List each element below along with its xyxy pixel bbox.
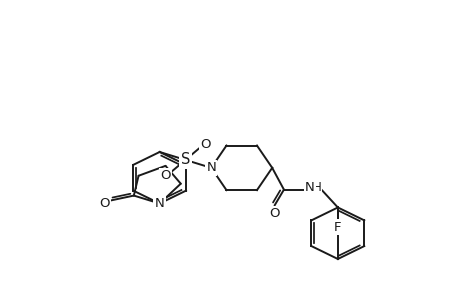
Text: O: O <box>269 207 279 220</box>
Text: O: O <box>160 169 170 182</box>
Text: S: S <box>180 152 190 167</box>
Text: N: N <box>304 181 314 194</box>
Text: N: N <box>206 161 216 174</box>
Text: N: N <box>154 197 164 210</box>
Text: F: F <box>333 221 341 234</box>
Text: O: O <box>200 138 210 151</box>
Text: H: H <box>312 181 320 194</box>
Text: O: O <box>99 197 110 210</box>
